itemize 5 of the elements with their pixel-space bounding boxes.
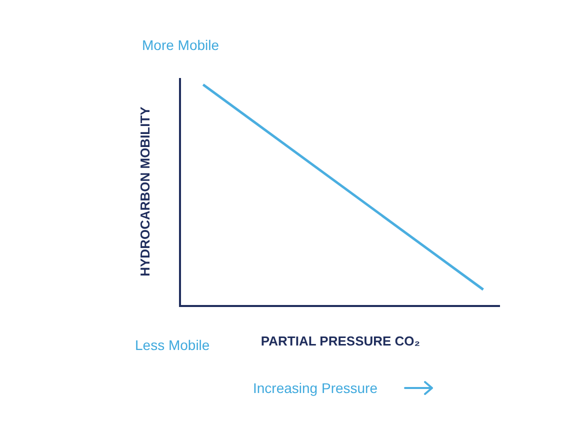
x-axis-title: PARTIAL PRESSURE CO₂ — [260, 333, 420, 348]
y-axis-title: HYDROCARBON MOBILITY — [138, 106, 153, 276]
text: More Mobile — [142, 37, 220, 53]
text: Less Mobile — [135, 337, 210, 353]
text: Increasing Pressure — [253, 380, 378, 396]
